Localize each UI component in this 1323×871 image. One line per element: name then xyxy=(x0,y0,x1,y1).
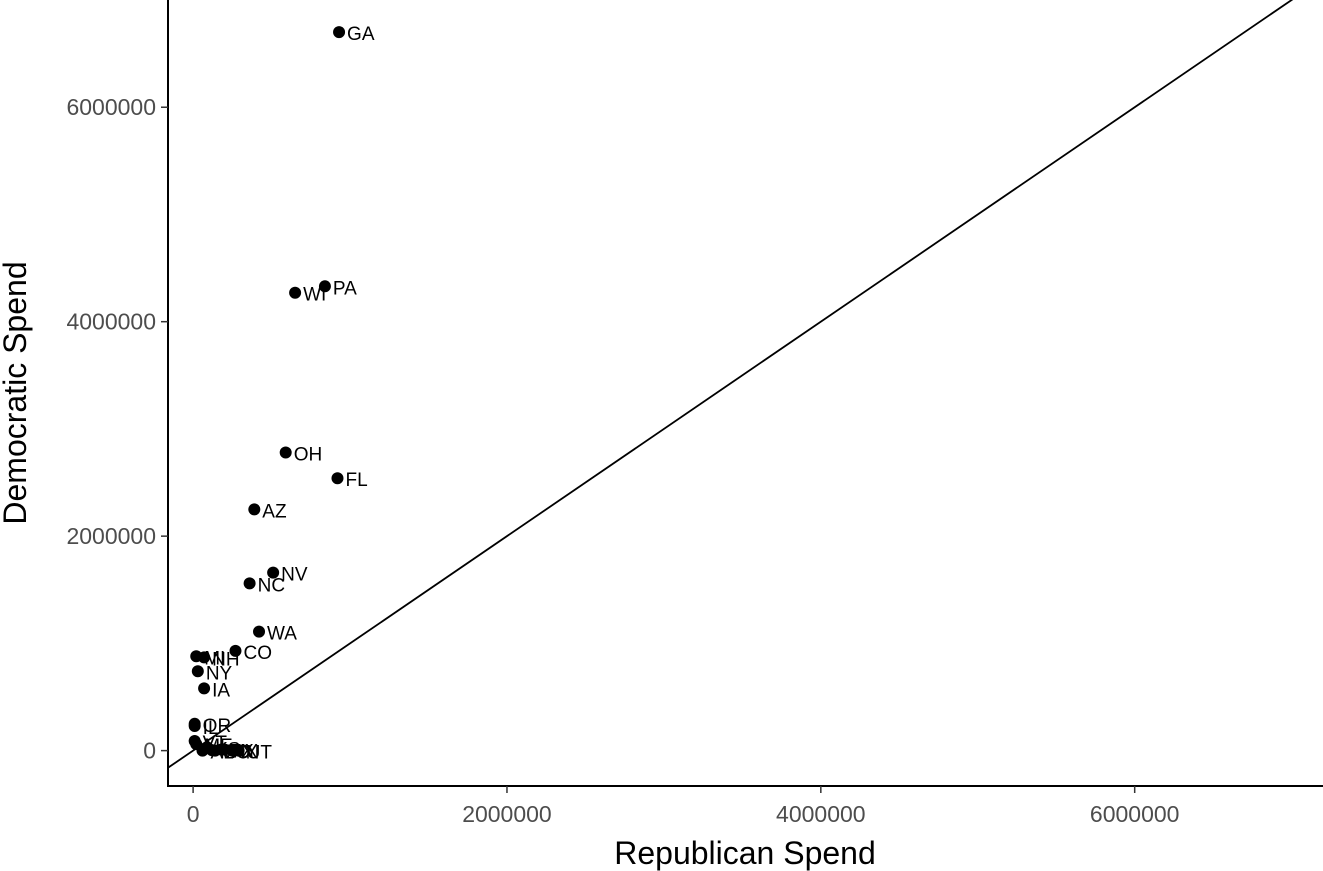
point-label-al: AL xyxy=(211,743,234,764)
point-label-co: CO xyxy=(243,643,272,664)
x-tick-label: 4000000 xyxy=(776,801,866,827)
point-label-vt: VT xyxy=(203,733,228,754)
point-label-ks: KS xyxy=(215,739,240,760)
point-label-ga: GA xyxy=(347,24,375,45)
data-point-in xyxy=(226,744,239,757)
data-point-az xyxy=(248,503,261,516)
point-label-az: AZ xyxy=(262,501,287,522)
point-label-me: ME xyxy=(204,736,233,757)
data-point-oh xyxy=(279,446,292,459)
reference-line xyxy=(168,0,1294,769)
point-label-oh: OH xyxy=(294,445,323,466)
point-label-wa: WA xyxy=(267,624,297,645)
point-label-in: IN xyxy=(240,743,259,764)
y-tick-label: 6000000 xyxy=(66,94,156,120)
point-label-or: OR xyxy=(203,716,232,737)
data-point-co xyxy=(229,644,242,657)
point-label-pa: PA xyxy=(333,278,357,299)
data-point-mo xyxy=(205,744,218,757)
point-label-sc: SC xyxy=(223,743,249,764)
x-tick-label: 0 xyxy=(187,801,200,827)
point-label-wi: WI xyxy=(303,285,326,306)
data-point-ia xyxy=(198,682,211,695)
data-point-nv xyxy=(267,566,280,579)
data-point-nc xyxy=(243,577,256,590)
y-tick-label: 4000000 xyxy=(66,309,156,335)
point-label-mi: MI xyxy=(204,648,225,669)
data-point-pa xyxy=(318,280,331,293)
point-label-nh: NH xyxy=(212,649,239,670)
y-tick-label: 2000000 xyxy=(66,523,156,549)
data-point-wi xyxy=(289,286,302,299)
data-point-wa xyxy=(253,625,266,638)
point-label-fl: FL xyxy=(345,470,367,491)
point-label-mo: MO xyxy=(220,742,251,763)
point-label-ia: IA xyxy=(212,680,230,701)
point-label-ny: NY xyxy=(206,663,233,684)
data-point-il xyxy=(188,719,201,732)
x-tick-label: 2000000 xyxy=(462,801,552,827)
point-label-ut: UT xyxy=(247,743,273,764)
data-point-fl xyxy=(331,472,344,485)
y-axis-title: Democratic Spend xyxy=(0,261,33,524)
point-label-ky: KY xyxy=(232,742,258,763)
x-axis-title: Republican Spend xyxy=(614,835,876,871)
point-label-nc: NC xyxy=(258,575,285,596)
point-label-tx: TX xyxy=(229,742,254,763)
y-tick-label: 0 xyxy=(143,738,156,764)
data-point-ga xyxy=(333,26,346,39)
y-axis-ticks: 0 2000000 4000000 6000000 xyxy=(66,94,168,764)
data-point-al xyxy=(196,744,209,757)
x-tick-label: 6000000 xyxy=(1090,801,1180,827)
points-layer xyxy=(188,26,346,757)
point-label-il: IL xyxy=(203,718,219,739)
point-label-nv: NV xyxy=(281,565,308,586)
data-point-ny xyxy=(191,665,204,678)
x-axis-ticks: 0 2000000 4000000 6000000 xyxy=(187,786,1180,827)
data-point-mi xyxy=(190,650,203,663)
